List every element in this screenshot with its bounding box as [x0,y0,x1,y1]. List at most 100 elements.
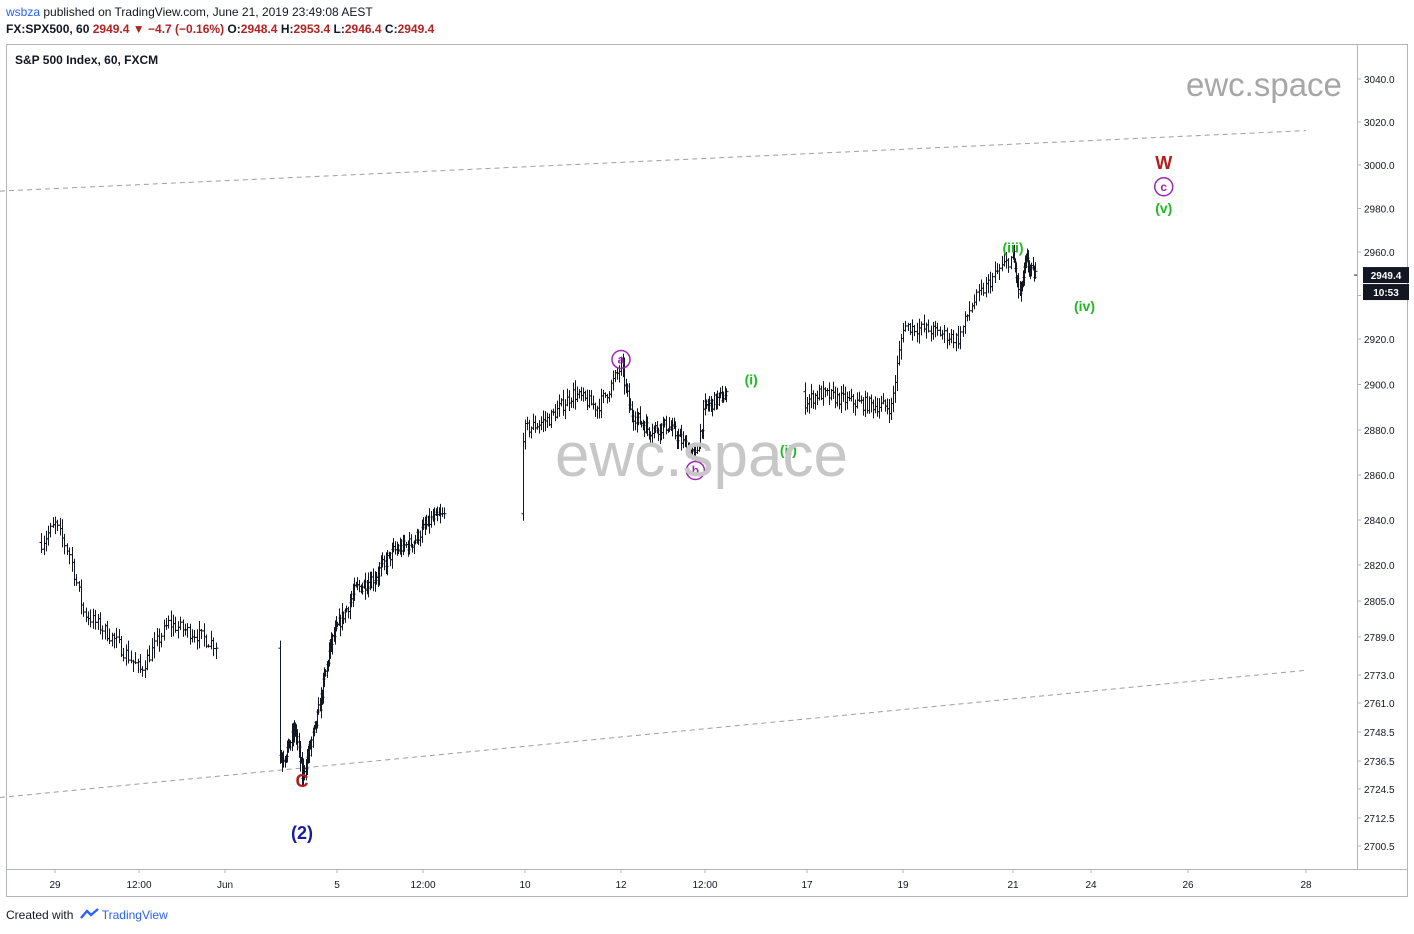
ohlc-bar [131,659,136,672]
ohlc-bar [995,263,1000,274]
ohlc-bar [539,416,544,431]
ohlc-bar [835,387,840,407]
x-tick-label: 12 [615,880,627,891]
ohlc-bar [611,370,616,391]
wave-label-text: (iv) [1074,298,1095,314]
y-tick-label: 2900.0 [1364,381,1395,392]
symbol-interval: FX:SPX500, 60 [6,22,90,36]
footer: Created with TradingView [6,908,168,923]
ohlc-bar [899,333,904,360]
last-price-tag-bg [1363,267,1409,284]
wave-label[interactable]: (2) [291,823,313,843]
ohlc-bar [811,390,816,409]
x-tick-label: 12:00 [410,880,435,891]
ohlc-bar [442,507,447,519]
y-tick-label: 3000.0 [1364,161,1395,172]
ohlc-bar [119,636,124,657]
wave-label[interactable]: c [1154,177,1174,197]
ohlc-bar [591,395,596,410]
close-value: 2949.4 [397,22,435,36]
ohlc-bar [915,322,920,343]
wave-label[interactable]: b [685,460,706,481]
wave-label[interactable]: a [611,349,631,370]
y-tick-label: 2712.5 [1364,814,1395,825]
ohlc-bar [117,629,122,644]
x-tick-label: Jun [217,880,233,891]
x-tick-label: 28 [1300,880,1312,891]
ohlc-bar [979,279,984,296]
ohlc-bar [382,555,387,571]
ohlc-bar: FX:SPX500, 60 2949.4 ▼ −4.7 (−0.16%) O:2… [6,21,434,37]
ohlc-bar [919,321,924,336]
channel-line-upper[interactable] [0,130,1307,192]
channel-line-lower[interactable] [0,669,1307,798]
ohlc-bar [152,631,157,659]
ohlc-bar [819,385,824,401]
ohlc-bar [949,329,954,344]
ohlc-bar [166,615,171,629]
ohlc-bar [893,375,898,403]
ohlc-bar [1006,258,1011,273]
ohlc-bar [214,642,219,660]
ohlc-bar [81,602,86,617]
wave-label[interactable]: W [1155,153,1172,173]
ohlc-bar [58,517,63,536]
ohlc-bar [181,619,186,637]
ohlc-bar [926,319,931,333]
ohlc-bar [615,367,620,380]
ohlc-bar [62,533,67,555]
ohlc-bar [440,507,445,517]
ohlc-bar [981,282,986,296]
wave-label[interactable]: (iii) [1003,239,1024,255]
y-tick-label: 2748.5 [1364,728,1395,739]
ohlc-bar [121,648,126,662]
tradingview-link[interactable]: TradingView [101,908,168,922]
ohlc-bar [867,396,872,414]
author-link[interactable]: wsbza [6,5,41,19]
x-tick-label: 12:00 [692,880,717,891]
ohlc-bar [984,276,989,298]
ohlc-bar [607,391,612,403]
ohlc-bar [823,387,828,398]
ohlc-bar [316,697,321,715]
ohlc-bar [159,632,164,648]
wave-label[interactable]: C [296,771,309,791]
price-change: −4.7 (−0.16%) [148,22,225,36]
ohlc-bar [531,413,536,430]
ohlc-bar [589,390,594,406]
ohlc-bar [169,610,174,638]
wave-label[interactable]: (ii) [780,442,797,458]
ohlc-bar [861,397,866,416]
high-label: H: [280,22,294,36]
ohlc-bar [587,389,592,409]
chart-frame [6,44,1408,897]
ohlc-bar [1000,255,1005,272]
ohlc-bar [197,620,202,649]
ohlc-bar [956,325,961,349]
x-tick-label: 24 [1085,880,1097,891]
wave-label[interactable]: (iv) [1074,298,1095,314]
ohlc-bar [873,396,878,414]
ohlc-bar [569,397,574,408]
ohlc-bar [77,581,82,592]
ohlc-bar [901,322,906,343]
wave-label-text: W [1155,153,1172,173]
wave-label-text: a [618,352,625,366]
ohlc-bar [849,388,854,402]
ohlc-bar [79,579,84,615]
ohlc-bar [107,628,112,645]
ohlc-bar [831,381,836,400]
ohlc-bar [114,627,119,649]
ohlc-bar [521,432,526,521]
chart-title: S&P 500 Index, 60, FXCM [15,53,159,67]
ohlc-bar [278,640,283,764]
ohlc-bar [807,394,812,414]
low-value: 2946.4 [344,22,382,36]
wave-label[interactable]: (v) [1155,200,1172,216]
y-tick-label: 3040.0 [1364,75,1395,86]
ohlc-bar [601,389,606,404]
ohlc-bar [933,320,938,338]
wave-label[interactable]: (i) [745,372,758,388]
ohlc-bar [371,568,376,592]
